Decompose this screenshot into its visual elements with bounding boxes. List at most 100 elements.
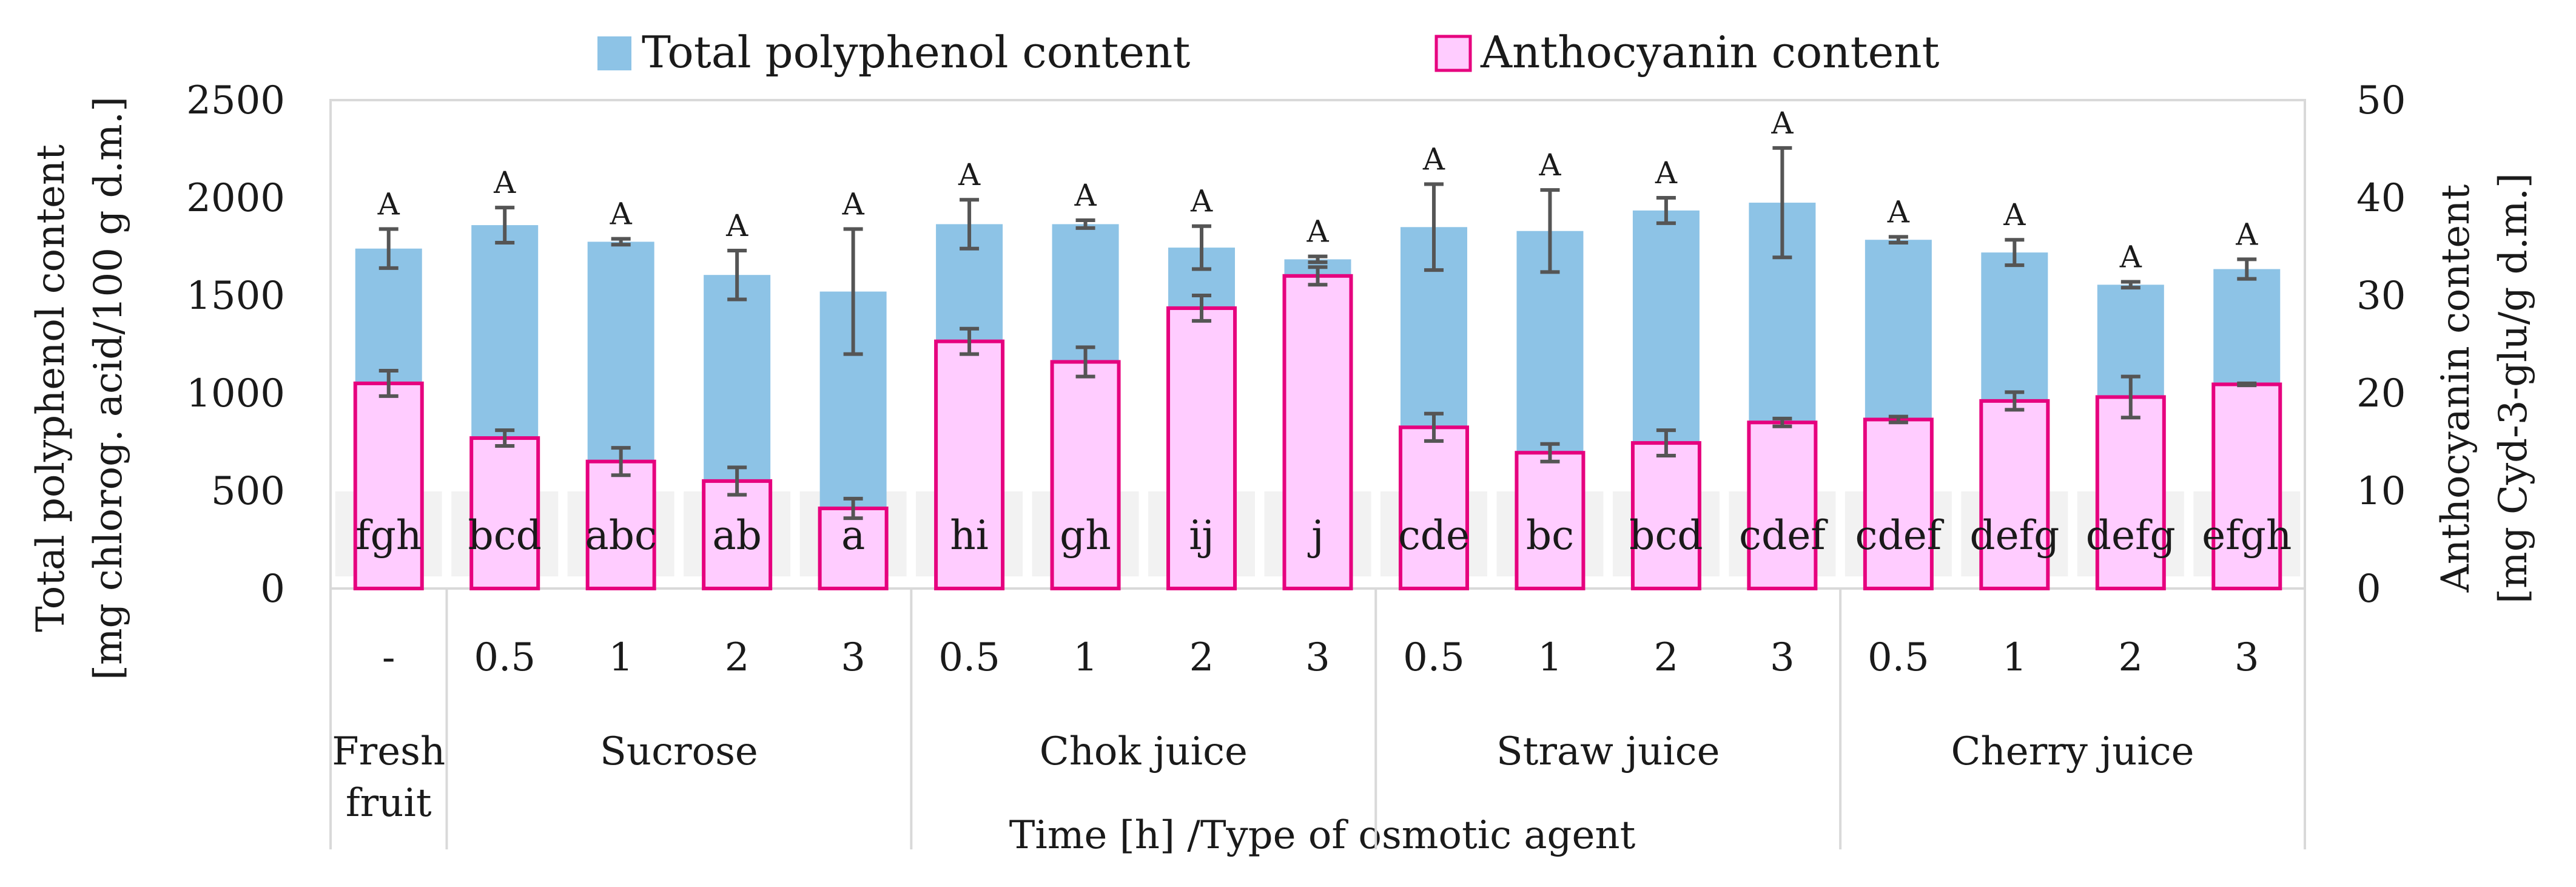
polyphenol-error-bar <box>1656 196 1676 225</box>
y-left-tick-label: 1500 <box>186 274 285 319</box>
x-axis-title: Time [h] /Type of osmotic agent <box>1009 813 1636 858</box>
error-bars <box>378 146 2257 521</box>
x-tick-label: 3 <box>1305 635 1330 680</box>
x-tick-label: 0.5 <box>1403 635 1465 680</box>
anthocyanin-error-bar <box>1540 442 1560 464</box>
anthocyanin-bar <box>1515 451 1586 591</box>
polyphenol-error-bar <box>2005 238 2025 268</box>
group-label-line2: fruit <box>346 781 432 826</box>
anthocyanin-bar <box>2095 395 2166 590</box>
x-tick-label: 0.5 <box>1868 635 1929 680</box>
polyphenol-significance-label: A <box>1538 147 1561 183</box>
polyphenol-significance-label: A <box>2119 239 2142 274</box>
anthocyanin-error-bar <box>1424 411 1444 443</box>
y-left-title-line2: [mg chlorog. acid/100 g d.m.] <box>86 96 131 680</box>
anthocyanin-significance-label: bcd <box>468 512 541 559</box>
anthocyanin-significance-label: abc <box>585 512 657 559</box>
anthocyanin-bar <box>469 436 540 590</box>
anthocyanin-error-bar <box>2237 381 2257 388</box>
anthocyanin-significance-label: a <box>841 512 865 559</box>
anthocyanin-bar <box>1630 441 1701 590</box>
y-right-title-line2: [mg Cyd-3-glu/g d.m.] <box>2491 173 2536 604</box>
polyphenol-significance-label: A <box>1422 141 1445 177</box>
legend: Total polyphenol content Anthocyanin con… <box>597 27 1940 78</box>
anthocyanin-bar <box>1050 360 1121 590</box>
anthocyanin-error-bar <box>727 465 747 497</box>
group-label: Cherry juice <box>1951 729 2194 774</box>
anthocyanin-error-bar <box>611 446 631 477</box>
anthocyanin-significance-label: defg <box>2086 512 2176 559</box>
anthocyanin-bar <box>1863 417 1934 590</box>
polyphenol-error-bar <box>1192 224 1212 271</box>
group-label: Sucrose <box>600 729 758 774</box>
anthocyanin-significance-label: fgh <box>355 512 422 559</box>
anthocyanin-significance-label: efgh <box>2202 512 2292 559</box>
polyphenol-significance-label: A <box>725 208 748 243</box>
y-right-title-line1: Anthocyanin content <box>2433 184 2478 593</box>
anthocyanin-bar <box>818 506 889 590</box>
x-tick-label: 3 <box>2235 635 2259 680</box>
polyphenol-significance-label: A <box>1306 214 1329 249</box>
y-right-tick-label: 10 <box>2356 469 2406 514</box>
axis-ticks: 0 500 1000 1500 2000 2500 0 10 20 30 40 50 <box>186 78 2406 612</box>
anthocyanin-error-bar <box>1656 428 1676 458</box>
group-label: Fresh <box>332 729 445 774</box>
polyphenol-significance-label: A <box>610 197 633 232</box>
y-right-tick-label: 30 <box>2356 274 2406 319</box>
anthocyanin-error-bar <box>1192 294 1212 323</box>
anthocyanin-significance-label: bcd <box>1629 512 1703 559</box>
legend-swatch-polyphenol <box>597 36 631 70</box>
polyphenol-error-bar <box>1075 218 1095 230</box>
polyphenol-error-bar <box>2120 280 2141 290</box>
polyphenol-error-bar <box>1772 146 1792 260</box>
x-tick-label: 2 <box>1654 635 1679 680</box>
polyphenol-error-bar <box>378 227 399 270</box>
polyphenol-significance-label: A <box>2235 217 2258 252</box>
y-left-title-line1: Total polyphenol content <box>29 144 73 632</box>
y-left-tick-label: 2500 <box>186 78 285 123</box>
x-tick-label: 3 <box>1770 635 1795 680</box>
polyphenol-significance-label: A <box>842 187 865 222</box>
x-tick-label: 2 <box>1189 635 1214 680</box>
polyphenol-error-bar <box>1308 254 1328 265</box>
polyphenol-error-bar <box>611 237 631 247</box>
anthocyanin-error-bar <box>1075 345 1095 379</box>
polyphenol-significance-label: A <box>1655 155 1678 191</box>
polyphenol-error-bar <box>2237 257 2257 281</box>
x-tick-label: 1 <box>2002 635 2027 680</box>
anthocyanin-bar <box>1979 399 2050 590</box>
y-right-tick-label: 20 <box>2356 371 2406 416</box>
polyphenol-significance-label: A <box>1074 178 1097 213</box>
anthocyanin-bars <box>353 274 2282 591</box>
x-tick-label: - <box>382 635 395 680</box>
polyphenol-significance-label: A <box>377 187 400 222</box>
legend-label-polyphenol: Total polyphenol content <box>642 27 1190 78</box>
y-right-tick-label: 50 <box>2356 78 2406 123</box>
anthocyanin-error-bar <box>495 428 515 448</box>
anthocyanin-bar <box>2211 382 2282 590</box>
anthocyanin-significance-label: cde <box>1398 512 1470 559</box>
x-tick-label: 1 <box>1073 635 1098 680</box>
anthocyanin-error-bar <box>960 326 980 356</box>
y-left-tick-label: 1000 <box>186 371 285 416</box>
anthocyanin-significance-label: bc <box>1526 512 1574 559</box>
anthocyanin-significance-label: cdef <box>1855 512 1945 559</box>
anthocyanin-bar <box>353 381 424 591</box>
anthocyanin-bar <box>1398 425 1469 590</box>
anthocyanin-significance-label: defg <box>1969 512 2059 559</box>
anthocyanin-bar <box>1282 274 1353 590</box>
group-label: Chok juice <box>1040 729 1248 774</box>
x-tick-label: 0.5 <box>938 635 1000 680</box>
y-left-tick-label: 0 <box>260 567 285 612</box>
anthocyanin-error-bar <box>2120 374 2141 420</box>
anthocyanin-error-bar <box>1888 414 1908 425</box>
x-tick-label: 1 <box>1538 635 1562 680</box>
polyphenol-significance-label: A <box>1190 184 1213 219</box>
anthocyanin-significance-label: ij <box>1189 512 1214 559</box>
polyphenol-significance-label: A <box>2003 197 2026 232</box>
polyphenol-error-bar <box>495 206 515 245</box>
anthocyanin-error-bar <box>843 496 863 521</box>
anthocyanin-significance-label: gh <box>1060 512 1111 559</box>
category-axis: - 0.5 1 2 3 0.5 1 2 3 0.5 1 2 3 0.5 1 2 3 Fresh fruit Sucro… <box>329 589 2306 849</box>
